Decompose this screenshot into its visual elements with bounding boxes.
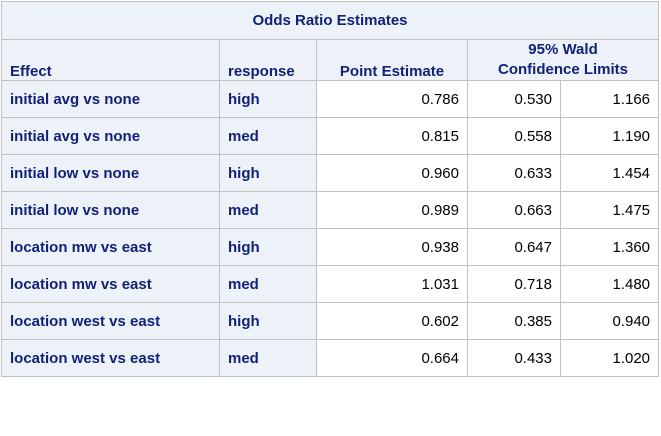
- table-row: initial low vs none high 0.960 0.633 1.454: [1, 154, 660, 192]
- cell-point-estimate: 0.664: [316, 339, 468, 377]
- header-response: response: [219, 39, 317, 81]
- cell-effect: location mw vs east: [1, 265, 220, 303]
- cell-response: high: [219, 302, 317, 340]
- cell-upper-limit: 1.020: [559, 339, 660, 377]
- odds-ratio-table: Odds Ratio Estimates Effect response Poi…: [0, 1, 660, 377]
- cell-point-estimate: 0.989: [316, 191, 468, 229]
- cell-effect: initial low vs none: [1, 191, 220, 229]
- header-effect: Effect: [1, 39, 220, 81]
- table-body: initial avg vs none high 0.786 0.530 1.166 in…: [1, 80, 660, 377]
- cell-lower-limit: 0.647: [467, 228, 561, 266]
- cell-upper-limit: 1.190: [559, 117, 660, 155]
- cell-point-estimate: 0.815: [316, 117, 468, 155]
- cell-lower-limit: 0.530: [467, 80, 561, 118]
- cell-effect: location west vs east: [1, 339, 220, 377]
- cell-effect: location west vs east: [1, 302, 220, 340]
- cell-effect: initial avg vs none: [1, 80, 220, 118]
- table-row: initial low vs none med 0.989 0.663 1.475: [1, 191, 660, 229]
- cell-upper-limit: 1.480: [559, 265, 660, 303]
- table-row: location mw vs east high 0.938 0.647 1.360: [1, 228, 660, 266]
- cell-upper-limit: 1.454: [559, 154, 660, 192]
- header-ci-line1: 95% Wald: [528, 41, 598, 58]
- cell-upper-limit: 1.166: [559, 80, 660, 118]
- cell-response: med: [219, 339, 317, 377]
- cell-point-estimate: 0.602: [316, 302, 468, 340]
- header-point-estimate: Point Estimate: [316, 39, 468, 81]
- cell-point-estimate: 1.031: [316, 265, 468, 303]
- cell-effect: initial avg vs none: [1, 117, 220, 155]
- cell-lower-limit: 0.718: [467, 265, 561, 303]
- cell-point-estimate: 0.938: [316, 228, 468, 266]
- cell-lower-limit: 0.385: [467, 302, 561, 340]
- cell-lower-limit: 0.558: [467, 117, 561, 155]
- cell-lower-limit: 0.433: [467, 339, 561, 377]
- cell-response: med: [219, 265, 317, 303]
- cell-response: med: [219, 117, 317, 155]
- cell-point-estimate: 0.960: [316, 154, 468, 192]
- cell-lower-limit: 0.633: [467, 154, 561, 192]
- table-row: location west vs east high 0.602 0.385 0.940: [1, 302, 660, 340]
- cell-lower-limit: 0.663: [467, 191, 561, 229]
- cell-response: high: [219, 154, 317, 192]
- cell-upper-limit: 1.475: [559, 191, 660, 229]
- cell-upper-limit: 0.940: [559, 302, 660, 340]
- cell-effect: initial low vs none: [1, 154, 220, 192]
- header-confidence-limits: 95% Wald Confidence Limits: [466, 39, 660, 81]
- table-row: initial avg vs none high 0.786 0.530 1.166: [1, 80, 660, 118]
- table-row: location mw vs east med 1.031 0.718 1.480: [1, 265, 660, 303]
- cell-effect: location mw vs east: [1, 228, 220, 266]
- cell-response: med: [219, 191, 317, 229]
- cell-upper-limit: 1.360: [559, 228, 660, 266]
- cell-point-estimate: 0.786: [316, 80, 468, 118]
- table-row: initial avg vs none med 0.815 0.558 1.190: [1, 117, 660, 155]
- header-ci-line2: Confidence Limits: [498, 61, 629, 78]
- table-row: location west vs east med 0.664 0.433 1.020: [1, 339, 660, 377]
- cell-response: high: [219, 80, 317, 118]
- cell-response: high: [219, 228, 317, 266]
- table-title: Odds Ratio Estimates: [0, 1, 660, 40]
